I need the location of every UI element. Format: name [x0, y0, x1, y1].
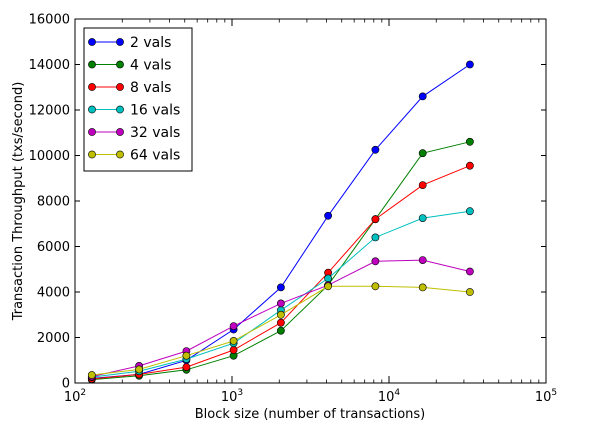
y-tick-label: 6000 — [37, 240, 70, 255]
data-point — [465, 288, 474, 296]
data-point — [418, 149, 427, 158]
legend-entry: 4 vals — [88, 58, 171, 74]
series-2 — [87, 161, 474, 383]
data-point — [182, 363, 191, 371]
data-point — [371, 215, 380, 224]
legend-label: 4 vals — [130, 58, 171, 74]
data-point — [276, 283, 285, 292]
y-tick-label: 0 — [62, 377, 70, 392]
data-point — [418, 181, 427, 189]
data-point — [229, 346, 238, 354]
y-tick-label: 10000 — [29, 149, 70, 164]
data-point — [182, 351, 191, 360]
y-tick-label: 12000 — [29, 104, 70, 119]
legend-box — [83, 27, 193, 172]
y-axis-label: Transaction Throughput (txs/second) — [11, 82, 26, 322]
legend-label: 64 vals — [130, 148, 180, 164]
legend-marker — [88, 83, 96, 91]
data-point — [276, 326, 285, 335]
legend-marker — [88, 38, 96, 46]
data-point — [465, 161, 474, 170]
legend-marker — [116, 60, 124, 69]
legend-entry: 8 vals — [88, 80, 171, 96]
x-tick-label: 102 — [64, 388, 86, 405]
data-point — [465, 207, 474, 216]
data-point — [87, 371, 96, 379]
legend-marker — [88, 60, 96, 69]
series-4 — [87, 256, 474, 381]
y-tick-label: 16000 — [29, 13, 70, 28]
data-point — [276, 310, 285, 319]
ticks-layer: 0 2000 4000 6000 8000 10000 12000 14000 16000 102… — [29, 13, 558, 406]
legend-marker — [116, 150, 124, 159]
series-layer — [87, 60, 474, 384]
data-point — [418, 92, 427, 101]
series-3 — [87, 207, 474, 381]
y-tick-label: 14000 — [29, 58, 70, 73]
legend-marker — [116, 38, 124, 46]
legend-marker — [88, 128, 96, 136]
x-axis-label: Block size (number of transactions) — [195, 407, 426, 422]
legend-label: 2 vals — [130, 35, 171, 51]
data-point — [135, 365, 143, 374]
legend-marker — [88, 150, 96, 159]
legend-marker — [116, 105, 124, 114]
series-line — [91, 165, 471, 380]
legend-label: 8 vals — [130, 80, 171, 96]
y-tick-label: 2000 — [37, 331, 70, 346]
y-tick-label: 8000 — [37, 195, 70, 210]
legend-label: 32 vals — [130, 125, 180, 141]
data-point — [324, 282, 332, 291]
series-line — [91, 210, 470, 378]
data-point — [276, 299, 285, 308]
data-point — [371, 233, 380, 242]
data-point — [371, 145, 380, 154]
data-point — [276, 318, 285, 327]
x-tick-label: 103 — [221, 388, 243, 405]
legend-entry: 16 vals — [88, 103, 180, 119]
legend-marker — [88, 105, 96, 114]
legend-entry: 32 vals — [88, 125, 180, 141]
data-point — [465, 267, 474, 276]
data-point — [465, 60, 474, 69]
data-point — [371, 257, 380, 266]
data-point — [371, 282, 380, 291]
data-point — [465, 137, 474, 146]
data-point — [324, 211, 332, 220]
data-point — [418, 256, 427, 264]
legend-marker — [116, 83, 124, 91]
legend-marker — [116, 128, 124, 136]
data-point — [418, 214, 427, 222]
x-tick-label: 105 — [535, 388, 557, 405]
legend-entry: 64 vals — [88, 148, 180, 164]
data-point — [324, 274, 332, 283]
legend: 2 vals 4 vals 8 vals 16 vals 32 vals 64 vals — [83, 27, 193, 172]
legend-label: 16 vals — [130, 103, 180, 119]
data-point — [229, 322, 238, 330]
data-point — [229, 336, 238, 345]
x-tick-label: 104 — [378, 388, 401, 405]
legend-entry: 2 vals — [88, 35, 171, 51]
data-point — [418, 283, 427, 292]
y-tick-label: 4000 — [37, 286, 70, 301]
series-5 — [87, 282, 474, 379]
